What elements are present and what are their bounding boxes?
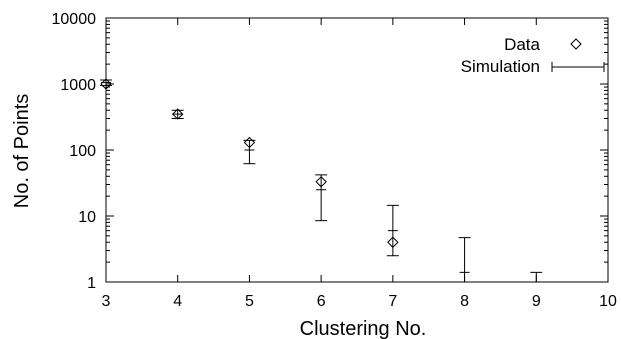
series-layer	[100, 78, 543, 283]
legend-errorbar-marker	[551, 62, 605, 72]
y-tick-label: 1000	[60, 77, 96, 94]
y-axis-title: No. of Points	[11, 94, 33, 209]
x-tick-label: 4	[173, 293, 182, 310]
y-tick-label: 1	[87, 275, 96, 292]
y-axis-ticks: 1 10 100 1000 10000	[52, 11, 608, 292]
y-tick-label: 10000	[52, 11, 97, 28]
data-point	[243, 136, 256, 149]
x-tick-label: 3	[102, 293, 111, 310]
legend-diamond-marker	[570, 38, 582, 50]
data-point	[387, 236, 399, 248]
y-tick-label: 10	[78, 209, 96, 226]
x-tick-label: 9	[532, 293, 541, 310]
legend-label-simulation: Simulation	[461, 57, 540, 76]
y-tick-label: 100	[69, 143, 96, 160]
x-tick-label: 8	[460, 293, 469, 310]
simulation-point	[171, 109, 184, 120]
simulation-point	[386, 204, 399, 257]
x-tick-label: 6	[317, 293, 326, 310]
data-point	[315, 176, 327, 188]
simulation-point	[243, 139, 256, 165]
x-axis-ticks: 3 4 5 6 7 8 9 10	[102, 18, 617, 310]
data-point	[172, 108, 184, 120]
legend: Data Simulation	[461, 35, 605, 76]
x-tick-label: 5	[245, 293, 254, 310]
simulation-point	[458, 237, 471, 283]
simulation-point	[530, 271, 543, 283]
x-axis-title: Clustering No.	[300, 318, 427, 339]
simulation-point	[315, 174, 328, 222]
data-point	[100, 78, 112, 90]
x-tick-label: 7	[388, 293, 397, 310]
x-tick-label: 10	[599, 293, 617, 310]
legend-label-data: Data	[504, 35, 540, 54]
